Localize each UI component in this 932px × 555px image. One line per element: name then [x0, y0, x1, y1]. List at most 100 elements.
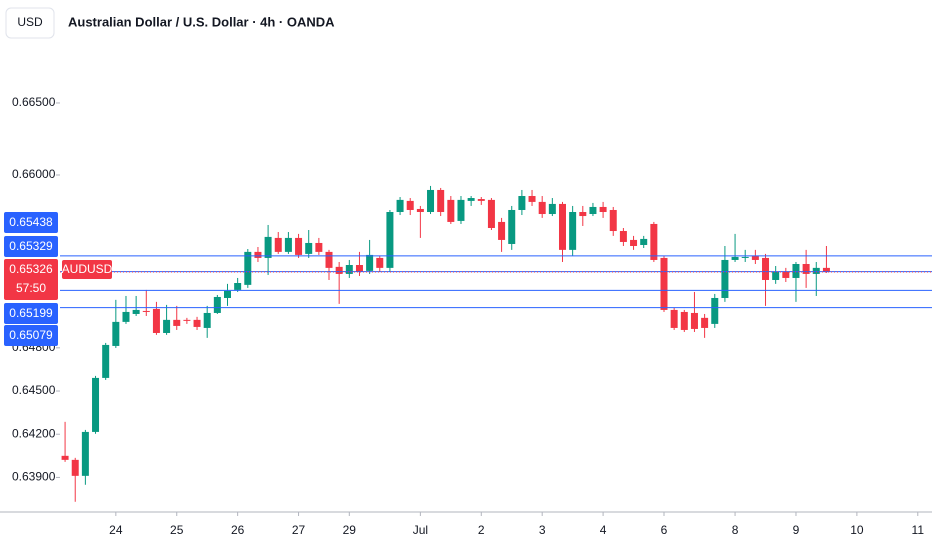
candle-body: [650, 223, 658, 260]
candle-body: [762, 257, 770, 280]
price-line-label-box: [4, 325, 58, 346]
candle-body: [305, 242, 313, 254]
candle-body: [234, 283, 242, 290]
candle-body: [802, 263, 810, 274]
candle-body: [701, 317, 709, 328]
plot-area: [60, 185, 932, 502]
y-tick-label: 0.66000: [12, 167, 56, 181]
candle-body: [508, 209, 516, 244]
x-tick-label: 11: [912, 523, 925, 537]
currency[interactable]: USD: [17, 15, 43, 29]
candle-body: [640, 238, 648, 245]
candle-body: [315, 242, 323, 252]
candle-body: [569, 212, 577, 250]
candle-body: [772, 271, 780, 280]
candle-body: [406, 200, 414, 210]
candle-body: [355, 265, 363, 272]
candle-body: [690, 312, 698, 329]
candle-body: [264, 236, 272, 258]
price-line-label-box: [4, 236, 58, 257]
candle-body: [437, 189, 445, 213]
candle-body: [173, 319, 181, 326]
candle-body: [457, 199, 465, 221]
candle-body: [163, 319, 171, 333]
candle-body: [680, 311, 688, 330]
candle-body: [792, 263, 800, 278]
last-price-label: 0.65326: [9, 262, 53, 276]
candle-body: [244, 251, 252, 285]
currency-button[interactable]: [5, 7, 55, 39]
y-tick-label: 0.63900: [12, 470, 56, 484]
candle-body: [599, 206, 607, 213]
candle-body: [213, 296, 221, 313]
candle-body: [467, 198, 475, 201]
y-tick-label: 0.64200: [12, 426, 56, 440]
x-tick-label: 4: [600, 523, 607, 537]
candle-body: [782, 271, 790, 278]
candle-body: [335, 266, 343, 274]
candle-body: [416, 208, 424, 213]
candle-body: [122, 311, 130, 322]
candle-body: [366, 254, 374, 271]
y-tick-label: 0.66500: [12, 95, 56, 109]
candle-body: [477, 199, 485, 201]
candle-body: [223, 290, 231, 298]
candle-body: [193, 319, 201, 327]
candle-body: [822, 267, 830, 273]
x-tick-label: 10: [850, 523, 864, 537]
candle-body: [498, 221, 506, 240]
candle-body: [132, 309, 140, 314]
candle-body: [711, 297, 719, 324]
candle-body: [619, 231, 627, 242]
candle-body: [102, 344, 110, 378]
candle-body: [721, 259, 729, 298]
candle-body: [345, 265, 353, 274]
price-line-label: 0.65199: [9, 306, 53, 320]
last-price-box: [4, 259, 58, 300]
candle-body: [61, 455, 69, 460]
candle-body: [548, 203, 556, 215]
candle-body: [203, 312, 211, 328]
candle-body: [142, 310, 150, 312]
x-tick-label: 6: [661, 523, 668, 537]
candle-body: [518, 196, 526, 210]
price-line-label-box: [4, 212, 58, 233]
candle-body: [447, 199, 455, 222]
candle-body: [589, 206, 597, 215]
chart-title: Australian Dollar / U.S. Dollar · 4h · O…: [68, 14, 335, 29]
y-tick-label: 0.64500: [12, 383, 56, 397]
countdown: 57:50: [16, 281, 46, 295]
symbol-label: AUDUSD: [62, 262, 113, 276]
candle-body: [558, 203, 566, 250]
candle-body: [376, 257, 384, 268]
candle-body: [528, 196, 536, 202]
candle-body: [812, 267, 820, 274]
candle-body: [284, 237, 292, 252]
x-tick-label: 27: [292, 523, 306, 537]
candle-body: [325, 251, 333, 268]
x-tick-label: Jul: [413, 523, 428, 537]
candle-body: [538, 201, 546, 215]
candle-body: [630, 239, 638, 246]
x-tick-label: 25: [170, 523, 184, 537]
candle-body: [152, 308, 160, 333]
price-line-label: 0.65329: [9, 239, 53, 253]
candle-body: [386, 212, 394, 268]
candle-body: [427, 189, 435, 213]
price-line-label: 0.65079: [9, 328, 53, 342]
x-tick-label: 26: [231, 523, 245, 537]
candle-body: [670, 309, 678, 328]
candle-body: [609, 209, 617, 232]
x-tick-label: 3: [539, 523, 546, 537]
symbol-box: [62, 260, 112, 279]
candle-body: [487, 199, 495, 228]
candle-body: [295, 237, 303, 255]
candle-body: [741, 256, 749, 258]
candle-body: [731, 256, 739, 260]
x-tick-label: 9: [793, 523, 800, 537]
price-line-label: 0.65438: [9, 215, 53, 229]
candle-body: [92, 377, 100, 432]
